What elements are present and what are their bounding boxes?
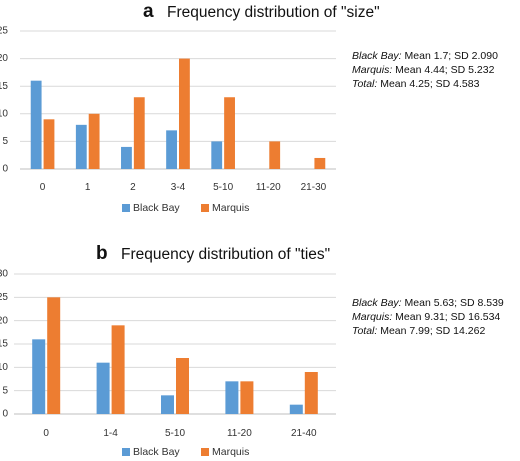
x-tick-label: 11-20 <box>227 428 252 439</box>
stat-line: Total: Mean 4.25; SD 4.583 <box>352 78 480 90</box>
y-tick-label: 15 <box>0 339 8 350</box>
bar-marquis-2 <box>133 97 145 169</box>
legend-label: Black Bay <box>133 446 180 458</box>
panel-letter: a <box>143 1 154 22</box>
y-tick-label: 30 <box>0 269 8 280</box>
x-tick-label: 5-10 <box>165 428 185 439</box>
bar-marquis-5-10 <box>176 358 189 414</box>
x-tick-label: 0 <box>40 182 46 193</box>
stat-value: Mean 9.31; SD 16.534 <box>392 311 500 323</box>
stat-value: Mean 5.63; SD 8.539 <box>402 297 504 309</box>
chart-panel-b: b Frequency distribution of "ties" 0 5 10 15 2… <box>0 243 504 458</box>
x-tick-label: 21-30 <box>301 182 327 193</box>
bar-black-bay-21-40 <box>289 404 303 414</box>
bar-black-bay-1 <box>75 124 87 169</box>
x-tick-label: 1 <box>85 182 91 193</box>
y-tick-label: 20 <box>0 315 8 326</box>
bar-marquis-21-30 <box>314 157 326 169</box>
y-tick-label: 0 <box>2 164 8 175</box>
bar-black-bay-0 <box>32 339 46 414</box>
bar-marquis-11-20 <box>269 141 281 169</box>
y-tick-label: 10 <box>0 108 8 119</box>
chart-title: Frequency distribution of "size" <box>167 4 380 21</box>
y-tick-label: 5 <box>2 136 8 147</box>
x-tick-label: 5-10 <box>213 182 233 193</box>
panel-letter: b <box>96 243 108 264</box>
bar-black-bay-2 <box>121 146 132 169</box>
bar-black-bay-5-10 <box>161 395 174 414</box>
y-tick-label: 15 <box>0 81 8 92</box>
stat-line: Black Bay: Mean 1.7; SD 2.090 <box>352 50 498 62</box>
x-tick-label: 11-20 <box>256 182 281 193</box>
bar-marquis-1-4 <box>111 325 125 414</box>
stat-value: Mean 1.7; SD 2.090 <box>402 50 498 62</box>
x-tick-label: 1-4 <box>103 428 118 439</box>
stat-value: Mean 4.44; SD 5.232 <box>392 64 494 76</box>
stat-label: Marquis: <box>352 64 392 76</box>
legend-label: Marquis <box>212 202 249 214</box>
y-tick-label: 20 <box>0 53 8 64</box>
y-tick-label: 5 <box>2 385 8 396</box>
bar-black-bay-3-4 <box>166 130 177 169</box>
legend-swatch <box>122 204 130 212</box>
x-tick-label: 3-4 <box>171 182 186 193</box>
chart-title: Frequency distribution of "ties" <box>121 246 330 263</box>
legend-label: Marquis <box>212 446 249 458</box>
bar-marquis-5-10 <box>224 97 235 169</box>
legend-swatch <box>201 448 209 456</box>
stat-line: Marquis: Mean 9.31; SD 16.534 <box>352 311 500 323</box>
stat-line: Marquis: Mean 4.44; SD 5.232 <box>352 64 495 76</box>
bar-black-bay-1-4 <box>96 362 110 414</box>
bar-marquis-0 <box>47 297 61 414</box>
stat-label: Total: <box>352 325 377 337</box>
bar-black-bay-5-10 <box>211 141 223 169</box>
legend-swatch <box>201 204 209 212</box>
bar-black-bay-11-20 <box>225 381 239 414</box>
legend-label: Black Bay <box>133 202 180 214</box>
stat-label: Total: <box>352 78 377 90</box>
bar-marquis-11-20 <box>240 381 254 414</box>
stat-label: Marquis: <box>352 311 392 323</box>
y-tick-label: 0 <box>2 409 8 420</box>
stat-line: Black Bay: Mean 5.63; SD 8.539 <box>352 297 504 309</box>
x-tick-label: 21-40 <box>291 428 317 439</box>
stat-value: Mean 4.25; SD 4.583 <box>377 78 479 90</box>
stat-value: Mean 7.99; SD 14.262 <box>377 325 485 337</box>
y-tick-label: 25 <box>0 26 8 37</box>
stat-label: Black Bay: <box>352 297 402 309</box>
y-tick-label: 10 <box>0 362 8 373</box>
bar-marquis-1 <box>88 113 100 169</box>
stat-label: Black Bay: <box>352 50 402 62</box>
y-tick-label: 25 <box>0 292 8 303</box>
bar-marquis-21-40 <box>304 372 318 414</box>
legend-swatch <box>122 448 130 456</box>
x-tick-label: 0 <box>43 428 49 439</box>
bar-black-bay-0 <box>30 80 42 169</box>
bar-marquis-0 <box>43 119 55 169</box>
stat-line: Total: Mean 7.99; SD 14.262 <box>352 325 485 337</box>
bar-marquis-3-4 <box>179 58 190 169</box>
x-tick-label: 2 <box>130 182 136 193</box>
